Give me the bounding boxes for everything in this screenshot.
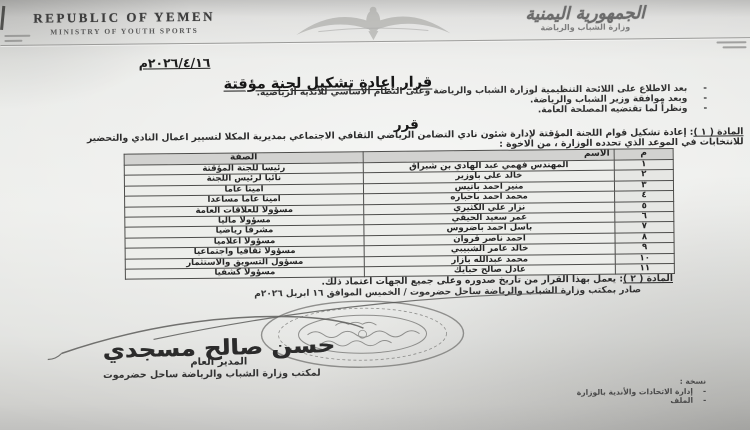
copy-recipient-text: إدارة الاتحادات والأندية بالوزارة	[576, 386, 694, 397]
dash-bullet-icon: -	[703, 395, 707, 405]
copy-recipient-text: الملف	[670, 395, 694, 406]
yemen-eagle-emblem	[296, 6, 451, 41]
dash-bullet-icon: -	[702, 386, 707, 396]
signatory-title: المدير العام	[190, 356, 248, 369]
official-stamp-icon	[260, 300, 465, 368]
copies-block: نسخة : -إدارة الاتحادات والأندية بالوزار…	[476, 377, 707, 408]
